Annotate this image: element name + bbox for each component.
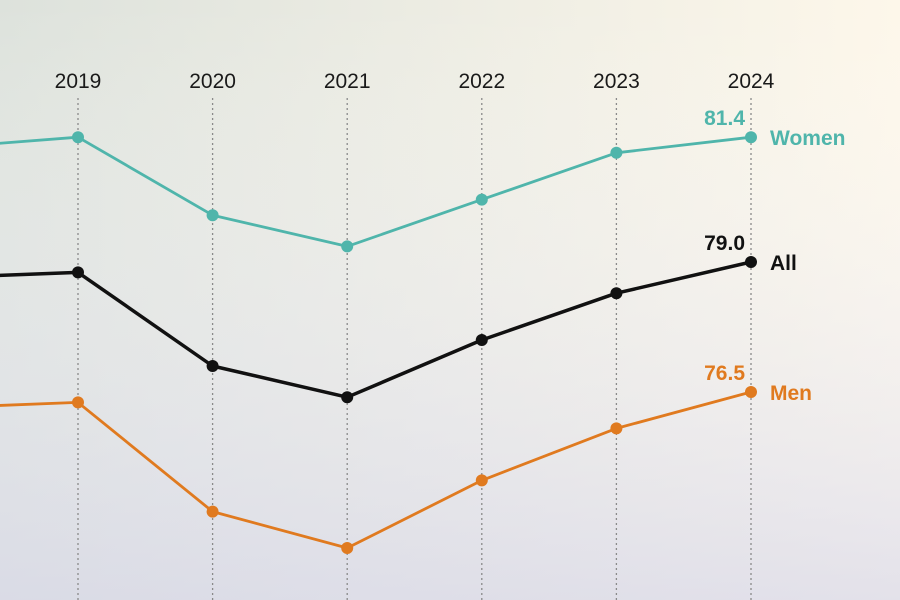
end-value-label: 76.5 <box>704 362 745 385</box>
data-point-2020 <box>206 360 219 372</box>
data-point-2022 <box>475 334 488 346</box>
x-tick-label: 2020 <box>189 70 236 93</box>
x-tick-label: 2024 <box>728 70 775 93</box>
x-tick-label: 2023 <box>593 70 640 93</box>
x-tick-label: 2019 <box>55 70 102 93</box>
series-men: 76.5 Men <box>0 362 812 554</box>
x-tick-label: 2021 <box>324 70 371 93</box>
end-value-label: 81.4 <box>704 107 745 130</box>
data-point-2023 <box>610 422 623 435</box>
data-point-2021 <box>341 542 354 554</box>
data-point-2019 <box>72 131 84 144</box>
data-point-2024 <box>745 131 757 144</box>
series-lines: 81.4 Women 79.0 All 76.5 Men <box>0 107 845 554</box>
series-label: Women <box>770 127 845 150</box>
x-axis-ticks: 2019 2020 2021 2022 2023 2024 <box>55 70 775 93</box>
grid <box>77 98 752 600</box>
data-point-2024 <box>745 256 757 268</box>
data-point-2020 <box>206 505 219 518</box>
data-point-2021 <box>341 240 354 253</box>
data-point-2019 <box>72 266 84 279</box>
series-women: 81.4 Women <box>0 107 845 253</box>
data-point-2023 <box>610 146 623 159</box>
end-value-label: 79.0 <box>704 232 745 255</box>
data-point-2019 <box>72 396 84 409</box>
series-all: 79.0 All <box>0 232 797 404</box>
data-point-2022 <box>475 193 488 206</box>
data-point-2020 <box>206 209 219 222</box>
data-point-2022 <box>475 474 488 487</box>
data-point-2023 <box>610 287 623 300</box>
series-label: All <box>770 252 797 275</box>
x-tick-label: 2022 <box>458 70 505 93</box>
data-point-2024 <box>745 386 757 398</box>
series-label: Men <box>770 382 812 405</box>
data-point-2021 <box>341 391 354 404</box>
